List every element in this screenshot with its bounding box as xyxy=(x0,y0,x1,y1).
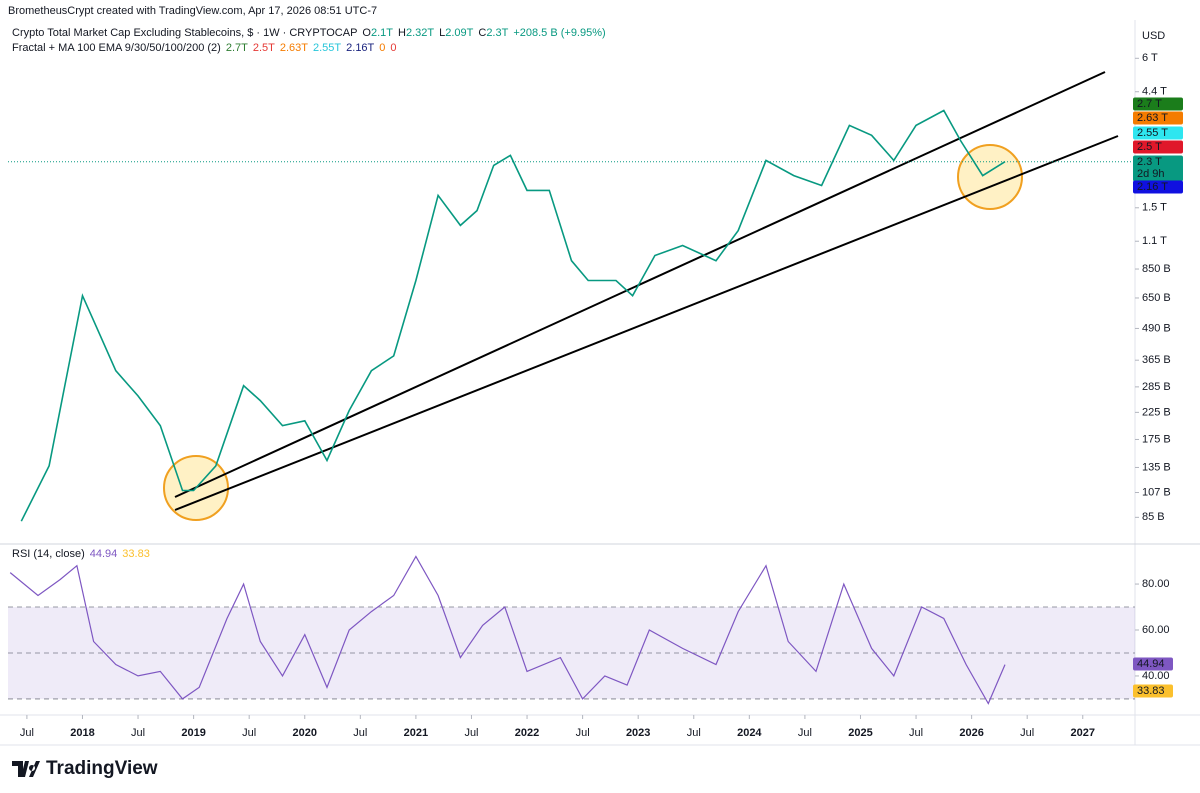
price-badge-label: 2.3 T xyxy=(1137,156,1162,168)
y-tick-label: 850 B xyxy=(1142,263,1171,275)
x-tick-label: 2027 xyxy=(1071,727,1095,739)
x-tick-label: Jul xyxy=(909,727,923,739)
currency: USD xyxy=(1142,30,1165,42)
indicator-value: 2.7T xyxy=(225,42,248,54)
x-tick-label: Jul xyxy=(131,727,145,739)
ohlc-key: O xyxy=(362,27,371,39)
x-tick-label: 2018 xyxy=(70,727,94,739)
credit: BrometheusCrypt created with TradingView… xyxy=(8,5,378,17)
indicator-value: 2.55T xyxy=(313,42,342,54)
y-tick-label: 6 T xyxy=(1142,52,1158,64)
y-tick-label: 60.00 xyxy=(1142,624,1170,636)
indicator: Fractal + MA 100 EMA 9/30/50/100/200 (2) xyxy=(12,42,221,54)
indicator-value: 0 xyxy=(379,42,386,54)
rsi-value: 33.83 xyxy=(122,548,150,560)
logo-text: TradingView xyxy=(46,758,158,779)
trendline xyxy=(174,135,1119,511)
y-tick-label: 1.1 T xyxy=(1142,235,1167,247)
rsi-legend: RSI (14, close) 44.94 33.83 xyxy=(12,548,150,560)
y-tick-label: 1.5 T xyxy=(1142,202,1167,214)
price-badge-label: 2.55 T xyxy=(1137,127,1168,139)
x-tick-label: Jul xyxy=(798,727,812,739)
indicator-value: 2.63T xyxy=(279,42,308,54)
x-tick-label: Jul xyxy=(353,727,367,739)
change: +208.5 B (+9.95%) xyxy=(513,27,606,39)
y-tick-label: 80.00 xyxy=(1142,578,1170,590)
ohlc-item: O2.1T xyxy=(362,27,393,39)
y-tick-label: 135 B xyxy=(1142,461,1171,473)
price-badge-label: 2.5 T xyxy=(1137,141,1162,153)
ohlc-key: H xyxy=(398,27,406,39)
symbol-legend: Crypto Total Market Cap Excluding Stable… xyxy=(12,27,606,39)
x-tick-label: Jul xyxy=(576,727,590,739)
rsi-badge xyxy=(1133,684,1173,698)
price-badge-label: 2.7 T xyxy=(1137,98,1162,110)
price-badge xyxy=(1133,97,1183,111)
price-badge-label: 2.16 T xyxy=(1137,181,1168,193)
y-tick-label: 175 B xyxy=(1142,433,1171,445)
price-badge-label: 2.63 T xyxy=(1137,112,1168,124)
x-tick-label: 2022 xyxy=(515,727,539,739)
ohlc-item: L2.09T xyxy=(439,27,473,39)
y-tick-label: 225 B xyxy=(1142,406,1171,418)
ohlc-value: 2.32T xyxy=(405,27,435,39)
x-tick-label: 2021 xyxy=(404,727,428,739)
x-tick-label: Jul xyxy=(1020,727,1034,739)
ohlc-key: L xyxy=(439,27,446,39)
symbol: Crypto Total Market Cap Excluding Stable… xyxy=(12,27,358,39)
y-tick-label: 650 B xyxy=(1142,292,1171,304)
y-tick-label: 85 B xyxy=(1142,511,1165,523)
y-tick-label: 40.00 xyxy=(1142,670,1170,682)
indicator-legend: Fractal + MA 100 EMA 9/30/50/100/200 (2)… xyxy=(12,42,397,54)
logo: TradingView xyxy=(12,758,158,780)
indicator-value: 2.5T xyxy=(252,42,275,54)
trendline xyxy=(174,71,1106,498)
ohlc-value: 2.09T xyxy=(445,27,474,39)
x-tick-label: 2023 xyxy=(626,727,650,739)
price-badge xyxy=(1133,180,1183,194)
y-tick-label: 365 B xyxy=(1142,354,1171,366)
price-line xyxy=(20,109,1006,522)
logo-icon xyxy=(12,761,40,777)
x-tick-label: 2020 xyxy=(293,727,317,739)
price-badge xyxy=(1133,111,1183,125)
y-tick-label: 4.4 T xyxy=(1142,86,1167,98)
price-badge-sub: 2d 9h xyxy=(1137,168,1165,180)
x-tick-label: 2019 xyxy=(181,727,205,739)
x-tick-label: Jul xyxy=(242,727,256,739)
x-tick-label: Jul xyxy=(20,727,34,739)
x-tick-label: 2025 xyxy=(848,727,872,739)
ohlc-value: 2.3T xyxy=(486,27,509,39)
y-tick-label: 107 B xyxy=(1142,486,1171,498)
ohlc-value: 2.1T xyxy=(370,27,393,39)
rsi-line xyxy=(9,555,1006,705)
rsi-value: 44.94 xyxy=(89,548,118,560)
price-badge xyxy=(1133,126,1183,140)
x-tick-label: Jul xyxy=(464,727,478,739)
ohlc-item: C2.3T xyxy=(478,27,508,39)
y-tick-label: 490 B xyxy=(1142,322,1171,334)
ohlc-key: C xyxy=(478,27,487,39)
rsi-badge xyxy=(1133,657,1173,671)
x-tick-label: 2026 xyxy=(959,727,983,739)
rsi-title: RSI (14, close) xyxy=(12,548,85,560)
indicator-value: 2.16T xyxy=(346,42,375,54)
x-tick-label: 2024 xyxy=(737,727,762,739)
price-badge xyxy=(1133,155,1183,182)
indicator-value: 0 xyxy=(390,42,397,54)
rsi-badge-label: 44.94 xyxy=(1137,658,1165,670)
price-badge xyxy=(1133,140,1183,154)
x-tick-label: Jul xyxy=(687,727,701,739)
ohlc-item: H2.32T xyxy=(398,27,434,39)
rsi-badge-label: 33.83 xyxy=(1137,685,1165,697)
y-tick-label: 285 B xyxy=(1142,381,1171,393)
